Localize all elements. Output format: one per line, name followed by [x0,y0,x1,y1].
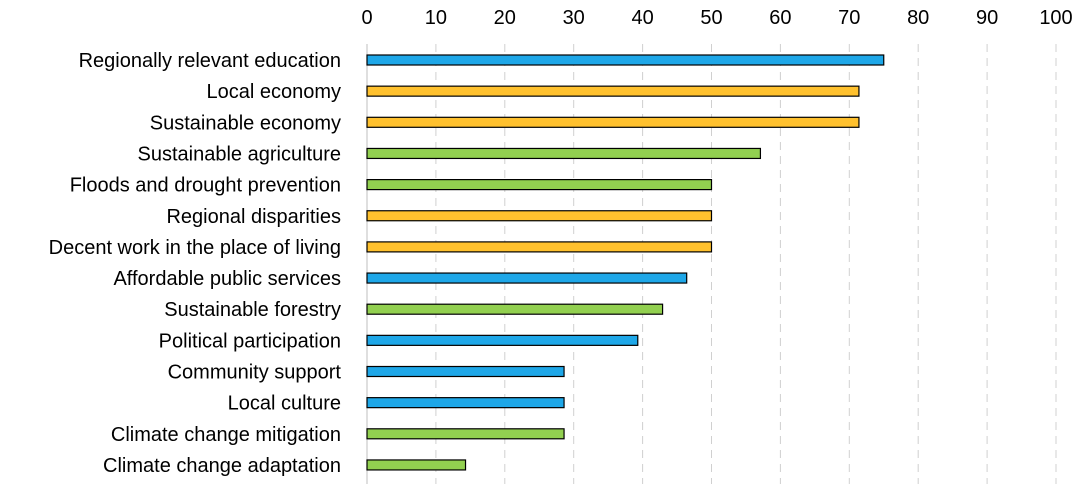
x-tick-label: 40 [631,7,653,29]
x-tick-label: 90 [976,7,998,29]
category-label: Affordable public services [113,268,341,290]
x-tick-label: 50 [700,7,722,29]
bar-decent-work-in-the-place-of-living [366,241,713,253]
bars [366,54,885,471]
x-tick-label: 10 [425,7,447,29]
x-tick-label: 0 [361,7,372,29]
bar-sustainable-agriculture [366,147,762,160]
x-axis-ticks: 0 10 20 30 40 50 60 70 80 90 100 [361,7,1072,29]
bar-sustainable-forestry [366,303,664,315]
category-label: Decent work in the place of living [49,237,341,259]
bar-regionally-relevant-education [366,54,885,66]
x-tick-label: 30 [563,7,585,29]
x-tick-label: 100 [1039,7,1072,29]
category-label: Local economy [206,81,341,103]
category-label: Community support [168,362,342,384]
category-label: Regional disparities [166,206,341,228]
x-tick-label: 60 [769,7,791,29]
category-label: Climate change mitigation [111,424,341,446]
x-tick-label: 80 [907,7,929,29]
bar-regional-disparities [366,210,713,222]
bar-local-economy [366,85,860,97]
category-label: Regionally relevant education [79,50,341,72]
category-label: Sustainable agriculture [138,143,341,165]
bar-affordable-public-services [366,272,688,284]
grid-lines [366,44,1057,484]
bar-political-participation [366,334,639,346]
bar-local-culture [366,397,565,409]
bar-sustainable-economy [366,116,860,128]
category-labels: Regionally relevant education Local econo… [49,50,342,477]
category-label: Sustainable economy [150,112,341,134]
bar-climate-change-mitigation [366,428,565,440]
x-tick-label: 70 [838,7,860,29]
category-label: Political participation [159,330,341,352]
category-label: Local culture [228,393,341,415]
category-label: Climate change adaptation [103,455,341,477]
category-label: Sustainable forestry [164,299,341,321]
bar-climate-change-adaptation [366,459,467,471]
bar-floods-and-drought-prevention [366,179,713,191]
bar-community-support [366,365,565,378]
category-label: Floods and drought prevention [70,175,341,197]
x-tick-label: 20 [494,7,516,29]
